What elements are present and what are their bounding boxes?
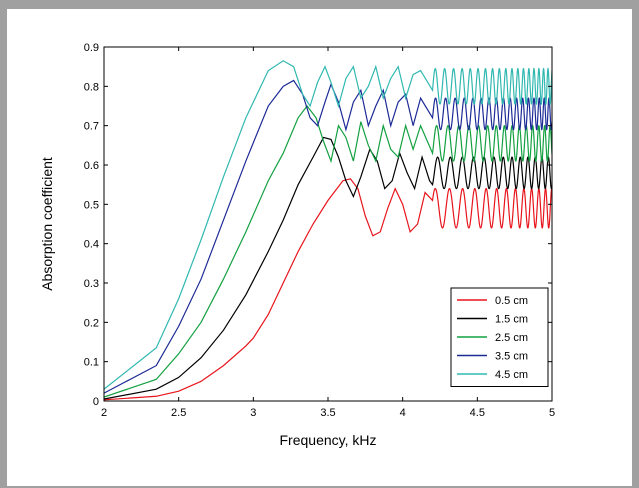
x-tick-label: 5 (549, 407, 555, 419)
legend-label: 4.5 cm (495, 369, 528, 381)
x-tick-label: 3 (250, 407, 256, 419)
y-tick-label: 0.9 (84, 42, 99, 54)
legend-label: 1.5 cm (495, 314, 528, 326)
y-tick-label: 0 (93, 396, 99, 408)
x-tick-label: 4 (400, 407, 406, 419)
series-line-3-5-cm (104, 79, 552, 394)
y-tick-label: 0.6 (84, 160, 99, 172)
series-line-4-5-cm (104, 60, 552, 390)
y-tick-label: 0.4 (84, 239, 99, 251)
y-tick-label: 0.8 (84, 81, 99, 93)
legend-label: 0.5 cm (495, 295, 528, 307)
x-tick-label: 4.5 (470, 407, 485, 419)
series-line-1-5-cm (104, 136, 552, 400)
y-tick-label: 0.3 (84, 278, 99, 290)
y-tick-label: 0.7 (84, 121, 99, 133)
y-tick-label: 0.5 (84, 199, 99, 211)
y-tick-label: 0.1 (84, 357, 99, 369)
plot-area: 2 2.5 3 3.5 4 4.5 5 0 0.1 0.2 0.3 0.4 0.5 0.6 0.7 0.8 0.… (84, 42, 555, 419)
series-line-2-5-cm (104, 105, 552, 398)
x-axis-title: Frequency, kHz (280, 432, 377, 448)
legend-label: 2.5 cm (495, 332, 528, 344)
y-tick-label: 0.2 (84, 317, 99, 329)
y-axis-title: Absorption coefficient (39, 157, 55, 291)
x-tick-label: 3.5 (320, 407, 335, 419)
x-tick-label: 2 (101, 407, 107, 419)
x-tick-label: 2.5 (171, 407, 186, 419)
legend-label: 3.5 cm (495, 351, 528, 363)
